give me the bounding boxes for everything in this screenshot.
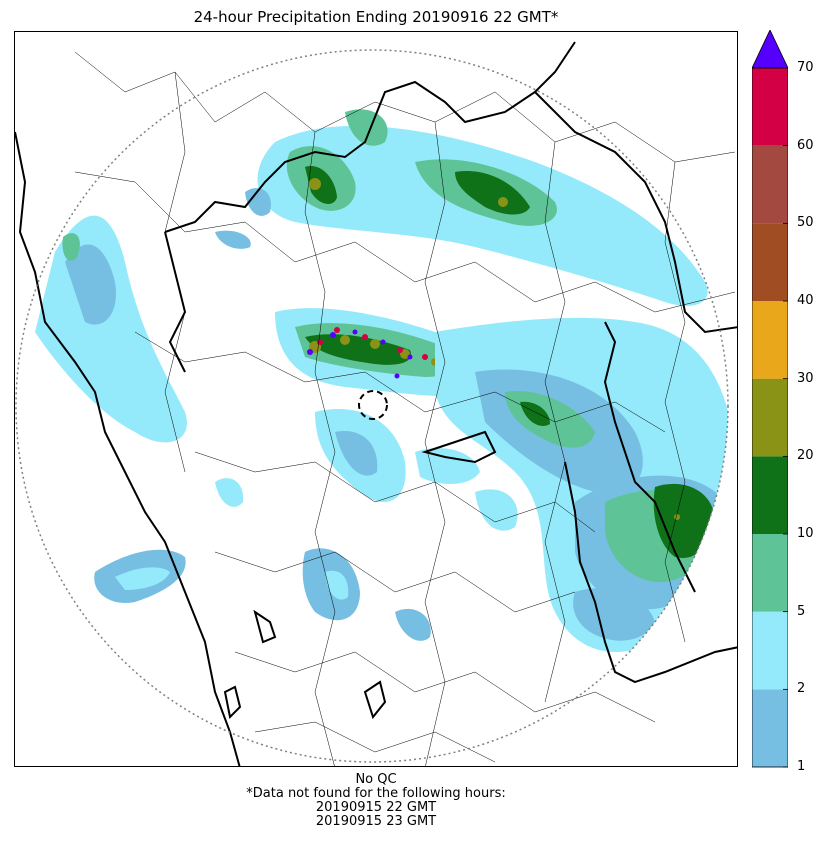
colorbar-bin	[752, 611, 788, 690]
colorbar-bin	[752, 534, 788, 612]
map-footer: No QC *Data not found for the following …	[0, 773, 752, 829]
missing-hour: 20190915 23 GMT	[315, 814, 437, 829]
radar-map	[14, 31, 738, 767]
colorbar-bin	[752, 301, 788, 379]
precip-colorbar	[752, 30, 788, 768]
colorbar-tick-label: 20	[797, 448, 814, 464]
colorbar-bin	[752, 456, 788, 534]
colorbar-tick-label: 70	[797, 60, 814, 75]
colorbar-tick-label: 60	[797, 137, 814, 153]
map-title: 24-hour Precipitation Ending 20190916 22…	[193, 8, 559, 26]
colorbar-bin	[752, 145, 788, 224]
colorbar-tick-label: 5	[797, 603, 806, 619]
colorbar-tick-label: 10	[797, 526, 814, 541]
colorbar-extend-triangle	[752, 30, 788, 69]
map-canvas	[15, 41, 737, 766]
colorbar-frame	[752, 67, 788, 768]
missing-hour: 20190915 22 GMT	[315, 800, 437, 815]
qc-note: No QC	[355, 772, 397, 787]
colorbar-bin	[752, 689, 788, 767]
colorbar-tick-label: 30	[797, 370, 814, 386]
colorbar-tick-label: 50	[797, 215, 814, 231]
radar-site-marker	[358, 390, 388, 420]
colorbar-bin	[752, 68, 788, 146]
state-boundaries	[15, 41, 737, 766]
radar-range-ring	[15, 49, 729, 763]
missing-data-note: *Data not found for the following hours:	[246, 786, 506, 801]
precipitation-field	[35, 109, 728, 652]
colorbar-bin	[752, 378, 788, 457]
colorbar-bins	[752, 68, 788, 767]
colorbar-bin	[752, 223, 788, 301]
colorbar-tick-label: 2	[797, 681, 806, 697]
colorbar-tick-label: 40	[797, 293, 814, 308]
colorbar-tick-label: 1	[797, 759, 806, 774]
